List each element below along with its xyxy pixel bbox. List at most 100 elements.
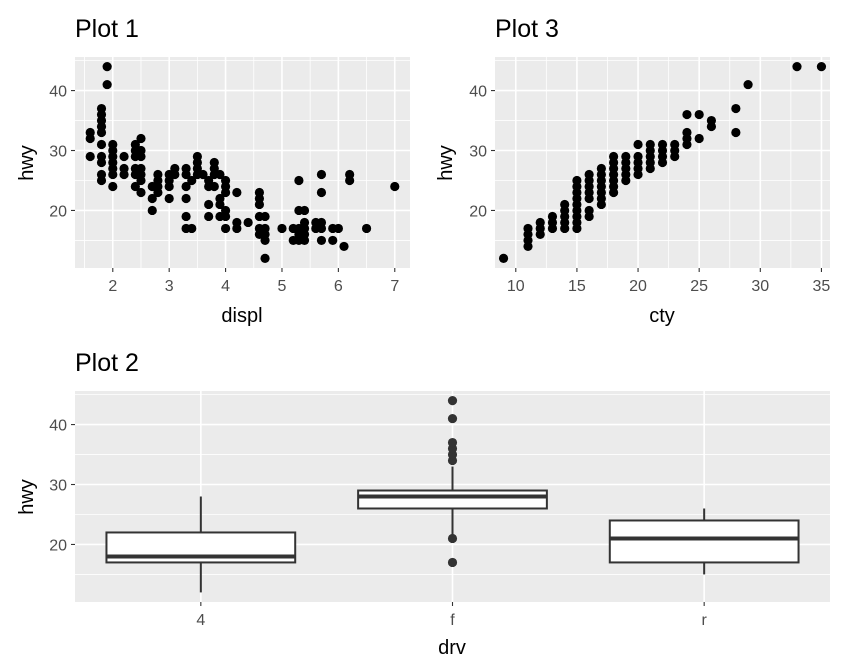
data-point	[209, 181, 219, 192]
y-tick-label: 40	[469, 84, 487, 101]
data-point	[498, 253, 509, 264]
data-point	[682, 109, 692, 120]
y-tick-label: 30	[49, 144, 67, 161]
data-point	[102, 61, 112, 72]
box-f	[357, 395, 548, 568]
data-point	[633, 151, 643, 162]
data-point	[294, 175, 304, 186]
data-point	[164, 193, 174, 204]
plot-3-x-axis-title: cty	[649, 305, 675, 327]
data-point	[621, 151, 631, 162]
data-point	[277, 223, 287, 234]
data-point	[181, 181, 191, 192]
x-tick-label: 15	[568, 278, 586, 295]
data-point	[694, 133, 704, 144]
x-tick-label: 30	[751, 278, 769, 295]
data-point	[102, 79, 112, 90]
data-point	[584, 169, 594, 180]
box-r	[608, 508, 800, 575]
data-point	[731, 127, 741, 138]
plot-3-title: Plot 3	[495, 15, 559, 43]
data-point	[85, 151, 95, 162]
data-point	[816, 61, 827, 72]
data-point	[535, 217, 545, 228]
y-tick-label: 40	[49, 84, 67, 101]
data-point	[316, 223, 327, 234]
data-point	[119, 169, 129, 180]
data-point	[657, 139, 668, 150]
data-point	[299, 235, 310, 246]
data-point	[181, 193, 191, 204]
data-point	[96, 157, 107, 168]
data-point	[706, 115, 717, 126]
plot-1-y-axis-title: hwy	[16, 145, 38, 181]
data-point	[328, 235, 338, 246]
data-point	[220, 187, 231, 198]
y-tick-label: 30	[469, 144, 487, 161]
data-point	[361, 223, 372, 234]
data-point	[181, 211, 191, 222]
y-tick-label: 20	[49, 537, 67, 554]
data-point	[339, 241, 349, 252]
data-point	[164, 181, 174, 192]
data-point	[147, 193, 157, 204]
data-point	[220, 211, 231, 222]
data-point	[316, 235, 327, 246]
data-point	[130, 181, 140, 192]
x-tick-label: 7	[390, 278, 399, 295]
data-point	[215, 199, 225, 210]
x-tick-label: 2	[108, 278, 117, 295]
outlier-point	[447, 413, 458, 424]
plot-3: Plot 3 10 15 20 25 30 35 20 30 40 cty hwy	[435, 15, 830, 327]
data-point	[547, 211, 558, 222]
y-tick-label: 20	[469, 203, 487, 220]
data-point	[136, 175, 146, 186]
data-point	[682, 127, 692, 138]
data-point	[390, 181, 400, 192]
x-tick-label: 6	[334, 278, 343, 295]
box-body	[608, 519, 800, 564]
data-point	[136, 133, 146, 144]
outlier-point	[447, 437, 458, 448]
data-point	[153, 187, 163, 198]
data-point	[560, 199, 570, 210]
data-point	[731, 103, 741, 114]
plot-3-y-axis-title: hwy	[435, 145, 457, 181]
x-tick-label: 3	[165, 278, 174, 295]
data-point	[584, 205, 594, 216]
data-point	[645, 139, 655, 150]
x-tick-label: 25	[690, 278, 708, 295]
data-point	[204, 199, 214, 210]
data-point	[572, 175, 582, 186]
x-tick-label: 10	[507, 278, 525, 295]
data-point	[333, 223, 343, 234]
plot-2-y-axis-title: hwy	[16, 479, 38, 515]
y-tick-label: 40	[49, 418, 67, 435]
data-point	[299, 205, 310, 216]
data-point	[792, 61, 802, 72]
data-point	[220, 223, 231, 234]
x-tick-label: 35	[813, 278, 831, 295]
data-point	[523, 223, 533, 234]
data-point	[147, 205, 157, 216]
data-point	[198, 169, 208, 180]
outlier-point	[447, 557, 458, 568]
plot-2-x-axis-title: drv	[438, 637, 466, 659]
x-tick-label: 4	[221, 278, 230, 295]
x-tick-label: 20	[629, 278, 647, 295]
data-point	[260, 235, 270, 246]
data-point	[96, 175, 107, 186]
data-point	[85, 133, 95, 144]
data-point	[608, 151, 619, 162]
outlier-point	[447, 533, 458, 544]
data-point	[232, 223, 242, 234]
data-point	[215, 169, 225, 180]
data-point	[316, 187, 327, 198]
data-point	[345, 175, 355, 186]
x-tick-label: 5	[278, 278, 287, 295]
plot-1-panel	[75, 57, 410, 268]
data-point	[743, 79, 753, 90]
x-tick-label: 4	[196, 612, 205, 629]
x-tick-label: r	[702, 612, 708, 629]
